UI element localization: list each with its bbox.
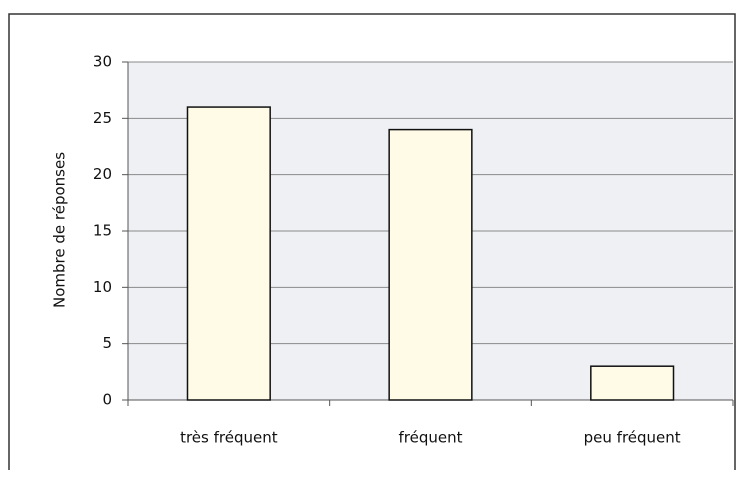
bar (388, 128, 473, 401)
y-tick-label: 15 (93, 222, 112, 240)
y-tick-label: 25 (93, 109, 112, 127)
x-tick-label: fréquent (399, 429, 463, 447)
y-tick-label: 30 (93, 53, 112, 71)
y-tick-label: 0 (102, 391, 112, 409)
chart-frame (8, 13, 736, 470)
y-tick-label: 10 (93, 278, 112, 296)
x-tick-label: peu fréquent (584, 429, 681, 447)
x-tick-label: très fréquent (180, 429, 278, 447)
bar (186, 106, 271, 401)
y-tick-label: 20 (93, 165, 112, 183)
y-axis-title: Nombre de réponses (51, 152, 69, 308)
bar (590, 365, 675, 401)
y-tick-label: 5 (102, 334, 112, 352)
